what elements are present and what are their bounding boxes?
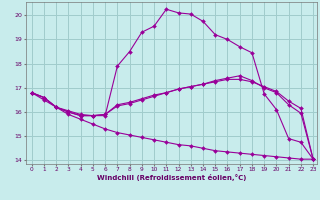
X-axis label: Windchill (Refroidissement éolien,°C): Windchill (Refroidissement éolien,°C) [97, 174, 246, 181]
